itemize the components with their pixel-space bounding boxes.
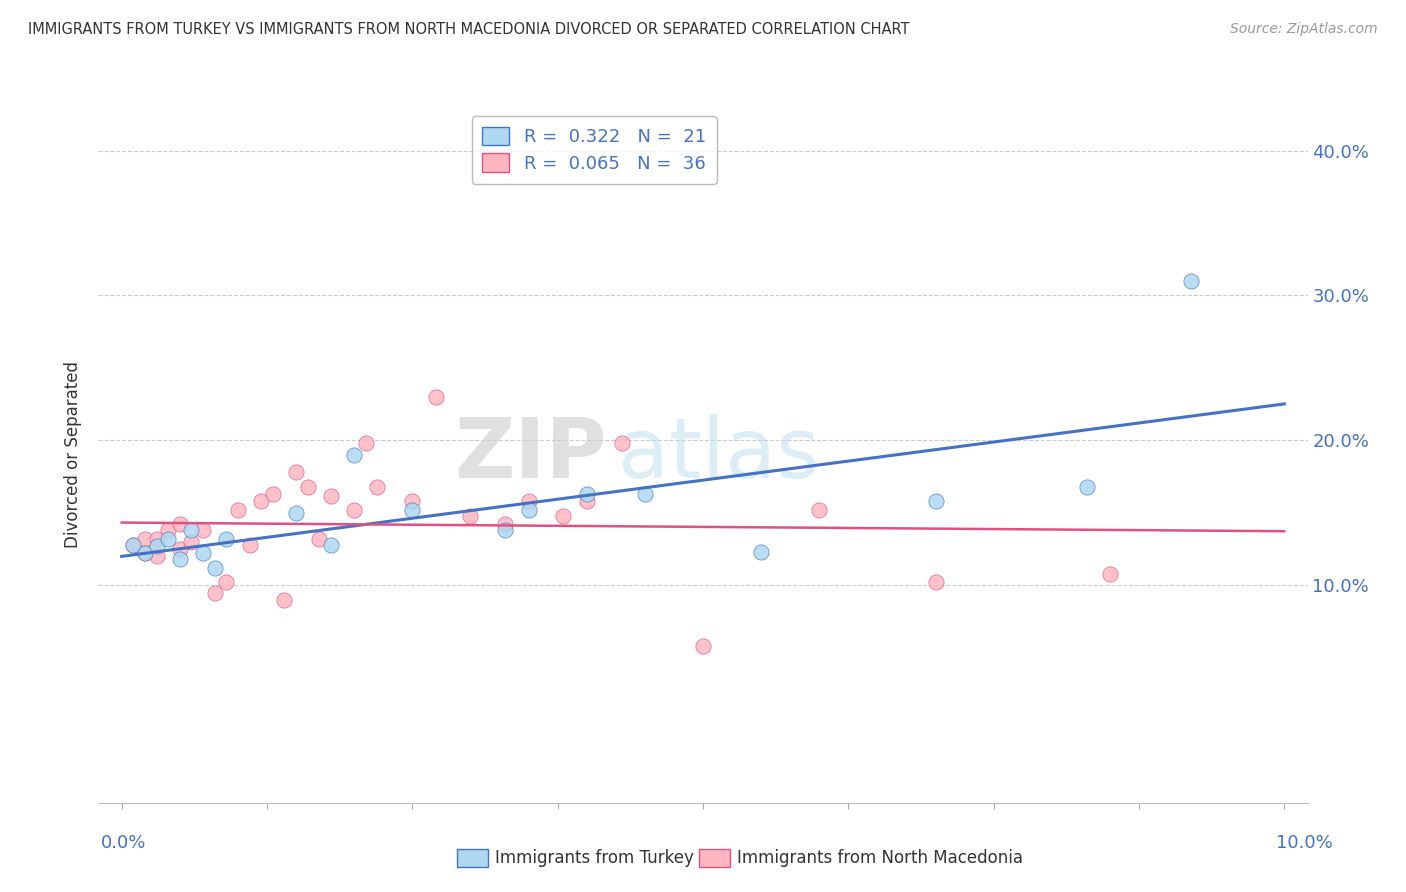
Point (285, 466, 308, 480)
Point (191, 523, 214, 537)
Text: Immigrants from Turkey: Immigrants from Turkey (495, 849, 693, 867)
Text: 0.0%: 0.0% (101, 834, 146, 852)
Point (1098, 566, 1121, 581)
Point (343, 448, 366, 462)
Point (157, 532, 180, 546)
Point (134, 532, 156, 546)
Point (169, 542, 191, 557)
Point (401, 494, 423, 508)
Point (122, 538, 145, 552)
Point (157, 523, 180, 537)
Point (610, 436, 633, 450)
Point (494, 517, 516, 532)
Point (749, 545, 772, 559)
Point (204, 585, 226, 599)
Point (180, 523, 202, 537)
Point (122, 538, 145, 552)
Text: IMMIGRANTS FROM TURKEY VS IMMIGRANTS FROM NORTH MACEDONIA DIVORCED OR SEPARATED : IMMIGRANTS FROM TURKEY VS IMMIGRANTS FRO… (28, 22, 910, 37)
Text: ZIP: ZIP (454, 415, 606, 495)
Point (460, 508, 482, 523)
Point (634, 487, 657, 501)
Point (215, 575, 238, 590)
Point (343, 503, 366, 517)
Point (924, 494, 946, 508)
Point (1180, 274, 1202, 288)
Point (494, 523, 516, 537)
Point (425, 390, 447, 404)
Point (354, 436, 377, 450)
Point (575, 494, 598, 508)
Point (808, 503, 831, 517)
Point (134, 546, 156, 561)
Point (319, 538, 342, 552)
Point (145, 539, 167, 553)
Point (169, 552, 191, 566)
Point (204, 561, 226, 575)
Point (262, 487, 284, 501)
Point (297, 480, 319, 494)
Point (319, 489, 342, 503)
Point (553, 508, 575, 523)
Point (285, 506, 308, 520)
Point (226, 503, 249, 517)
Text: 10.0%: 10.0% (1277, 834, 1333, 852)
Point (145, 532, 167, 546)
Point (517, 503, 540, 517)
Point (191, 546, 214, 561)
Point (692, 639, 714, 653)
Point (401, 503, 423, 517)
Y-axis label: Divorced or Separated: Divorced or Separated (65, 361, 83, 549)
Point (924, 575, 946, 590)
Text: Source: ZipAtlas.com: Source: ZipAtlas.com (1230, 22, 1378, 37)
Text: Immigrants from North Macedonia: Immigrants from North Macedonia (737, 849, 1022, 867)
Point (517, 494, 540, 508)
Point (273, 592, 295, 607)
Point (239, 538, 262, 552)
Point (250, 494, 273, 508)
Point (575, 487, 598, 501)
Legend: R =  0.322   N =  21, R =  0.065   N =  36: R = 0.322 N = 21, R = 0.065 N = 36 (471, 116, 717, 184)
Point (134, 546, 156, 561)
Point (180, 534, 202, 549)
Point (366, 480, 388, 494)
Point (169, 517, 191, 532)
Point (145, 549, 167, 564)
Point (308, 532, 330, 546)
Point (1076, 480, 1098, 494)
Text: atlas: atlas (619, 415, 820, 495)
Point (215, 532, 238, 546)
